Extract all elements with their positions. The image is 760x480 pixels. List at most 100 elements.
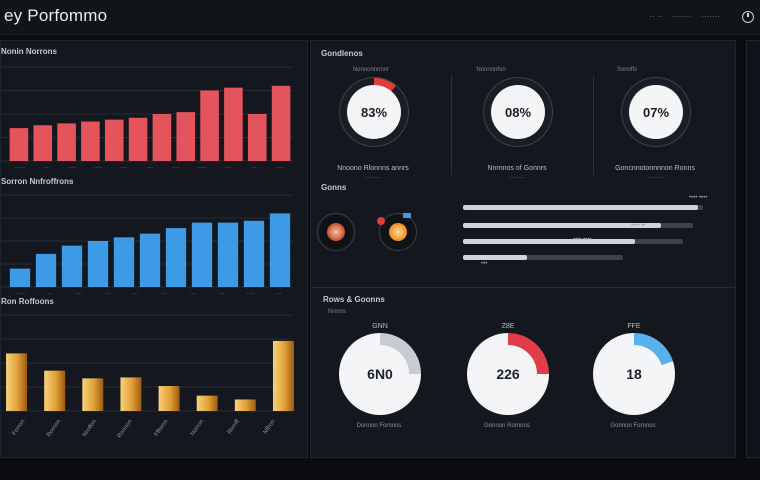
bar[interactable]: [243, 220, 265, 287]
donut-top-label: Z8E: [501, 323, 515, 330]
bar[interactable]: [176, 112, 196, 161]
donut-caption: Gonnon Rornons: [484, 423, 530, 429]
x-tick-label: ···: [104, 291, 110, 297]
hbar-fill: [463, 255, 527, 260]
bar[interactable]: [9, 128, 29, 161]
hbar-fill: [463, 239, 635, 244]
bar[interactable]: [139, 233, 161, 287]
bar[interactable]: [269, 213, 291, 287]
alert-dot: [377, 217, 385, 225]
bar[interactable]: [33, 125, 53, 161]
bar[interactable]: [224, 87, 243, 161]
x-tick-label: Nroffon: [82, 419, 98, 438]
bar[interactable]: [196, 395, 218, 411]
bar[interactable]: [82, 378, 104, 411]
x-tick-label: ·····: [15, 165, 25, 171]
left-charts-panel: Nonin Norrons ····· ··· ···· ···· ··· ··· ····…: [0, 40, 308, 458]
bar[interactable]: [217, 222, 239, 287]
app-title: ey Porfommo: [4, 6, 108, 25]
donut-value: 6N0: [351, 345, 409, 403]
bar[interactable]: [35, 253, 57, 287]
x-tick-label: Forron: [11, 419, 26, 437]
x-tick-label: ·····: [16, 291, 26, 297]
bar[interactable]: [165, 228, 187, 287]
bar[interactable]: [272, 340, 294, 411]
donut-value: 18: [605, 345, 663, 403]
red-bar-chart: ····· ··· ···· ···· ··· ··· ···· ····· ··· ··· ···…: [1, 66, 293, 171]
bar[interactable]: [271, 85, 291, 161]
x-tick-label: ···: [276, 291, 282, 297]
mini-gauge[interactable]: [379, 213, 417, 251]
bar[interactable]: [247, 114, 267, 161]
bar[interactable]: [44, 370, 66, 411]
ring-value: 07%: [629, 85, 683, 139]
bar[interactable]: [61, 245, 83, 287]
bar[interactable]: [104, 119, 124, 161]
hbar-value: •••• ••: [631, 223, 646, 229]
x-tick-label: ···: [133, 291, 139, 297]
right-sidebar-strip[interactable]: [746, 40, 760, 458]
donut-caption: Donnon Fornnos: [356, 423, 402, 429]
x-tick-label: ····: [276, 165, 284, 171]
bar[interactable]: [113, 237, 135, 287]
bar[interactable]: [57, 123, 76, 161]
top-meta: ·· ·· ······· ·······: [641, 12, 720, 21]
bar[interactable]: [200, 90, 219, 162]
x-tick-label: ···: [251, 165, 257, 171]
bar[interactable]: [152, 114, 172, 161]
hbar-fill: [463, 223, 661, 228]
x-tick-label: ····: [75, 291, 83, 297]
meta-item[interactable]: ·······: [672, 12, 692, 21]
x-tick-label: Ronnon: [117, 419, 134, 440]
bar[interactable]: [128, 117, 148, 161]
hbar: [463, 255, 623, 260]
donut-value: 226: [479, 345, 537, 403]
x-tick-label: ····: [94, 165, 102, 171]
top-bar: ey Porfommo ·· ·· ······· ·······: [0, 0, 760, 35]
section-divider: [311, 287, 735, 288]
bar[interactable]: [234, 399, 256, 411]
ring-top-label: Nonnonnnnnr: [352, 67, 390, 73]
donut-caption: Gonnon Fornnos: [610, 423, 656, 429]
bar[interactable]: [158, 386, 180, 411]
x-tick-label: ····: [68, 165, 76, 171]
ring-gauge: 07%: [621, 77, 691, 147]
ring-sub: ········: [509, 175, 525, 181]
ring-gauge: 08%: [483, 77, 553, 147]
hbar-value: •••• ••••: [689, 195, 708, 201]
bar[interactable]: [87, 241, 109, 287]
ring-sub: ········: [365, 175, 381, 181]
ring-value: 08%: [491, 85, 545, 139]
bar[interactable]: [81, 121, 100, 161]
divider: [593, 75, 594, 175]
x-tick-label: ·····: [197, 165, 207, 171]
hbar-fill: [463, 205, 699, 210]
bar[interactable]: [120, 377, 142, 411]
x-tick-label: ···: [219, 291, 225, 297]
hbar: [463, 239, 683, 244]
section1-title: Gondlenos: [321, 49, 363, 58]
x-tick-label: ···: [190, 291, 196, 297]
mini-gauge[interactable]: [317, 213, 355, 251]
bar[interactable]: [6, 353, 28, 411]
bar[interactable]: [191, 222, 213, 287]
clock-icon[interactable]: [742, 11, 754, 23]
ring-top-label: Nonnnnfon: [476, 67, 506, 73]
x-tick-label: Ffforon: [154, 419, 170, 438]
x-tick-label: ···: [121, 165, 127, 171]
donut-top-label: GNN: [372, 323, 388, 330]
gauge-core: [327, 223, 345, 241]
x-tick-label: ···: [47, 291, 53, 297]
bar[interactable]: [9, 268, 31, 287]
meta-item[interactable]: ·······: [701, 12, 720, 21]
x-tick-label: ···: [147, 165, 153, 171]
divider: [451, 75, 452, 175]
ring-gauge: 83%: [339, 77, 409, 147]
section3-sub: Nrrnns: [327, 309, 346, 315]
orange-bar-chart: Forron Rornon Nroffon Ronnon Ffforon Norron Ro…: [1, 314, 294, 440]
meta-item[interactable]: ·· ··: [649, 12, 663, 21]
ring-label: Goncnnotonnnnon Ronns: [615, 165, 695, 172]
hbar-value: •••: [481, 261, 488, 267]
section2-title: Gonns: [321, 183, 347, 192]
x-tick-label: Rornon: [46, 419, 62, 439]
